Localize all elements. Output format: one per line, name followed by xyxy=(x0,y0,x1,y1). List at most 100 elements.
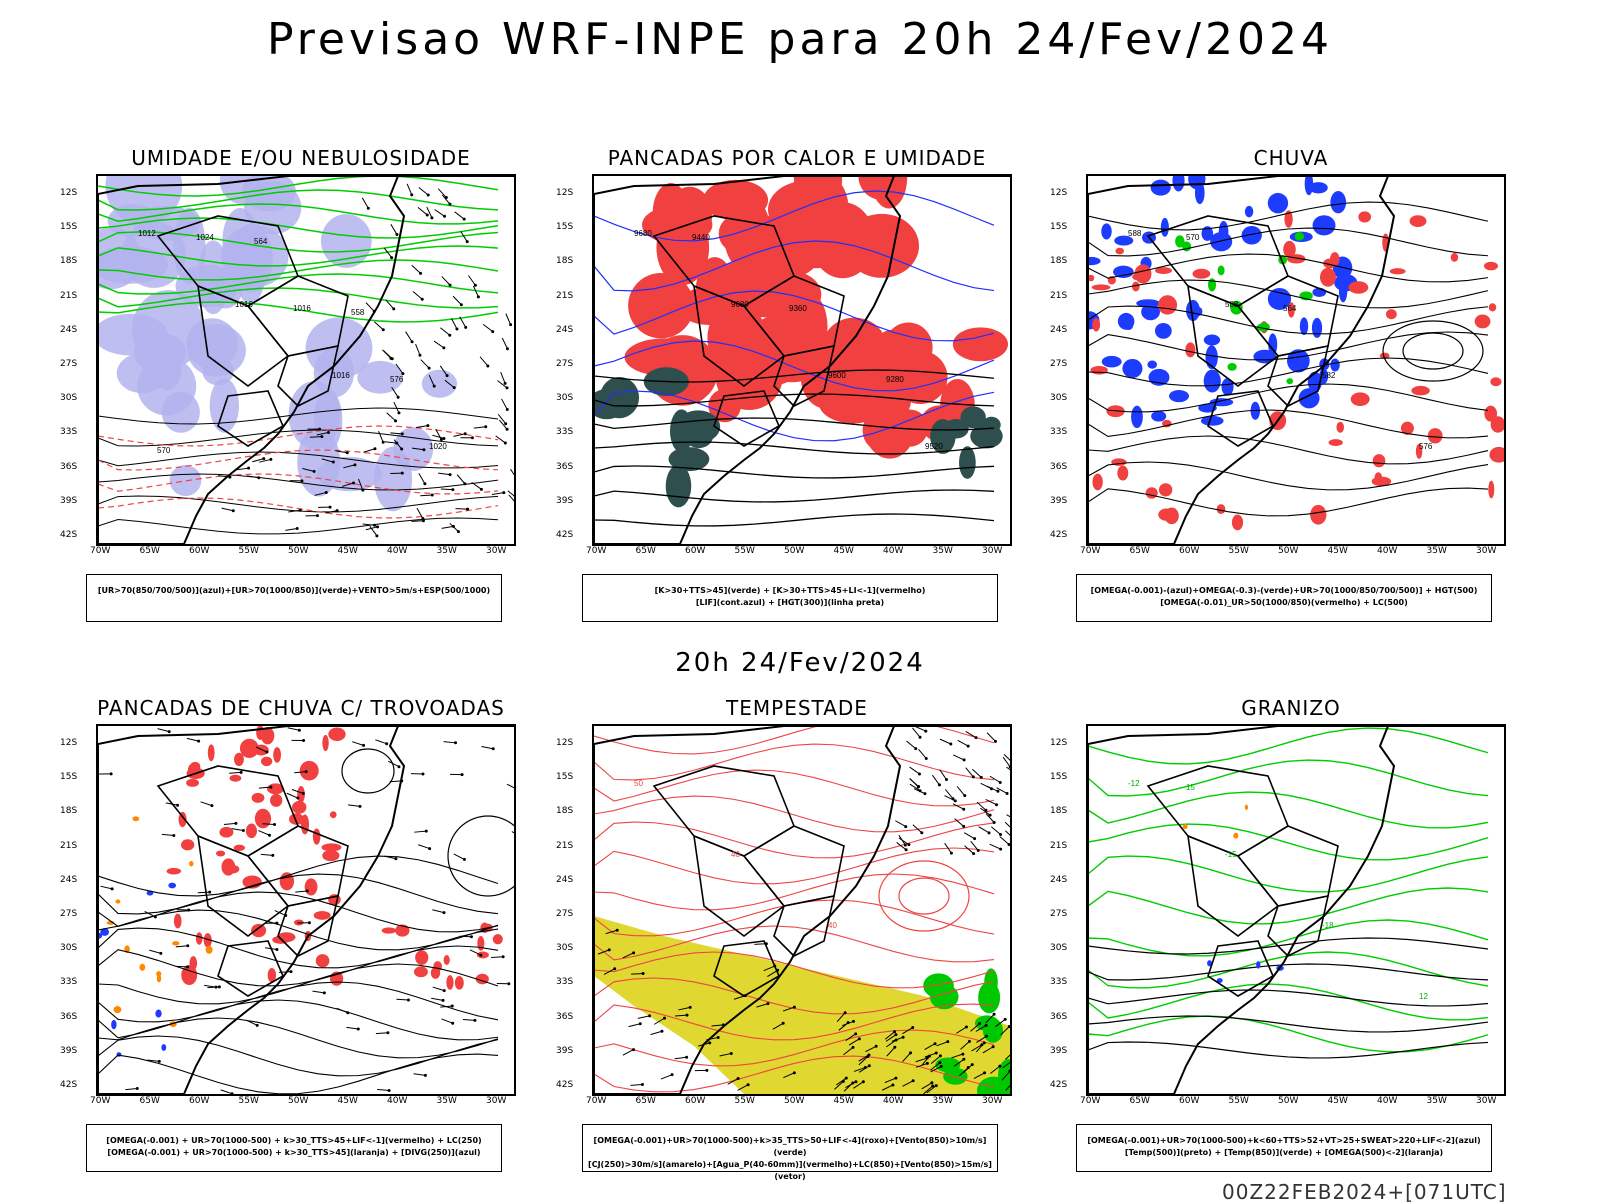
contour-line xyxy=(98,874,498,914)
wind-vector xyxy=(492,493,504,495)
panel-title: UMIDADE E/OU NEBULOSIDADE xyxy=(86,146,516,170)
lon-tick-label: 50W xyxy=(784,546,804,556)
field-area xyxy=(1300,317,1308,335)
field-area xyxy=(280,872,294,890)
run-stamp: 00Z22FEB2024+[071UTC] xyxy=(1222,1180,1507,1204)
wind-vector xyxy=(502,399,508,410)
lat-tick-label: 21S xyxy=(1050,841,1067,851)
wind-vector xyxy=(940,739,951,744)
field-area xyxy=(1122,359,1142,378)
wind-vector xyxy=(287,793,298,798)
lon-tick-label: 45W xyxy=(834,1096,854,1106)
lat-tick-label: 33S xyxy=(1050,977,1067,987)
panel-title: CHUVA xyxy=(1076,146,1506,170)
wind-vector-head xyxy=(332,461,335,464)
wind-vector-head xyxy=(210,804,213,807)
lat-tick-label: 15S xyxy=(60,772,77,782)
lon-tick-label: 55W xyxy=(239,546,259,556)
wind-vector-head xyxy=(961,1053,964,1056)
wind-vector-head xyxy=(484,425,487,428)
wind-vector-head xyxy=(925,757,928,760)
wind-vector-head xyxy=(737,1077,740,1080)
wind-vector xyxy=(232,829,244,831)
wind-vector-head xyxy=(460,303,463,306)
wind-vector-head xyxy=(492,747,495,750)
wind-vector-head xyxy=(463,218,466,221)
wind-vector-head xyxy=(504,441,507,444)
lon-tick-label: 35W xyxy=(933,546,953,556)
field-area xyxy=(305,878,318,895)
contour-label: 570 xyxy=(157,446,171,455)
wind-vector xyxy=(507,784,514,789)
field-area xyxy=(206,946,213,954)
wind-vector-head xyxy=(463,482,466,485)
lon-tick-label: 60W xyxy=(1179,1096,1199,1106)
wind-vector xyxy=(472,482,482,489)
wind-vector xyxy=(224,823,236,824)
wind-vector-head xyxy=(975,736,978,739)
wind-vector-head xyxy=(708,1041,711,1044)
panel-trovoadas: PANCADAS DE CHUVA C/ TROVOADAS [OMEGA(-0… xyxy=(86,696,516,1176)
lat-tick-label: 27S xyxy=(556,909,573,919)
wind-vector xyxy=(375,740,386,744)
wind-vector xyxy=(285,528,297,530)
lat-tick-label: 42S xyxy=(1050,1080,1067,1090)
field-area xyxy=(246,824,257,839)
lat-tick-label: 18S xyxy=(60,256,77,266)
lon-tick-label: 30W xyxy=(486,546,506,556)
field-area xyxy=(1192,269,1210,279)
wind-vector-head xyxy=(394,857,397,860)
wind-vector-head xyxy=(844,1011,847,1014)
wind-vector-head xyxy=(851,1046,854,1049)
field-area xyxy=(1124,321,1134,330)
wind-vector-head xyxy=(502,491,505,494)
lat-tick-label: 39S xyxy=(60,496,77,506)
field-area xyxy=(1204,335,1220,346)
lat-tick-label: 18S xyxy=(556,806,573,816)
field-area xyxy=(155,1010,161,1018)
contour-line xyxy=(594,490,994,502)
legend-line: [LIF](cont.azul) + [HGT(300)](linha pret… xyxy=(583,597,997,609)
wind-vector xyxy=(910,778,918,787)
wind-vector-head xyxy=(990,787,993,790)
field-area xyxy=(1245,805,1248,810)
wind-vector xyxy=(964,833,974,839)
wind-vector xyxy=(100,886,112,889)
wind-vector-head xyxy=(401,432,404,435)
wind-vector xyxy=(957,786,965,795)
field-area xyxy=(132,816,139,821)
field-area xyxy=(1115,248,1124,255)
lat-tick-label: 12S xyxy=(60,188,77,198)
wind-vector-head xyxy=(421,773,424,776)
wind-vector-head xyxy=(176,804,179,807)
wind-vector-head xyxy=(992,1045,995,1048)
field-area xyxy=(1245,206,1253,217)
wind-vector xyxy=(377,1089,389,1090)
field-area xyxy=(1373,454,1386,467)
contour-label: 9520 xyxy=(925,442,943,451)
wind-vector xyxy=(510,469,514,479)
lon-tick-label: 65W xyxy=(1130,546,1150,556)
wind-vector-head xyxy=(938,1061,941,1064)
wind-vector-head xyxy=(172,834,175,837)
wind-vector-head xyxy=(273,823,276,826)
wind-vector-head xyxy=(632,951,635,954)
wind-vector xyxy=(1005,822,1010,830)
wind-vector-head xyxy=(968,1040,971,1043)
field-area xyxy=(1131,406,1143,429)
wind-vector xyxy=(382,350,390,358)
lon-tick-label: 45W xyxy=(1328,546,1348,556)
lon-tick-label: 30W xyxy=(982,546,1002,556)
wind-vector xyxy=(990,844,1001,849)
wind-vector-head xyxy=(427,194,430,197)
lon-tick-label: 50W xyxy=(1278,546,1298,556)
field-area xyxy=(1088,257,1101,265)
lat-tick-label: 39S xyxy=(60,1046,77,1056)
contour-line xyxy=(1088,938,1488,954)
state-border xyxy=(1238,826,1338,906)
wind-vector-head xyxy=(862,1080,865,1083)
wind-vector xyxy=(204,985,216,987)
contour-line xyxy=(1088,990,1488,1006)
wind-vector-head xyxy=(296,527,299,530)
